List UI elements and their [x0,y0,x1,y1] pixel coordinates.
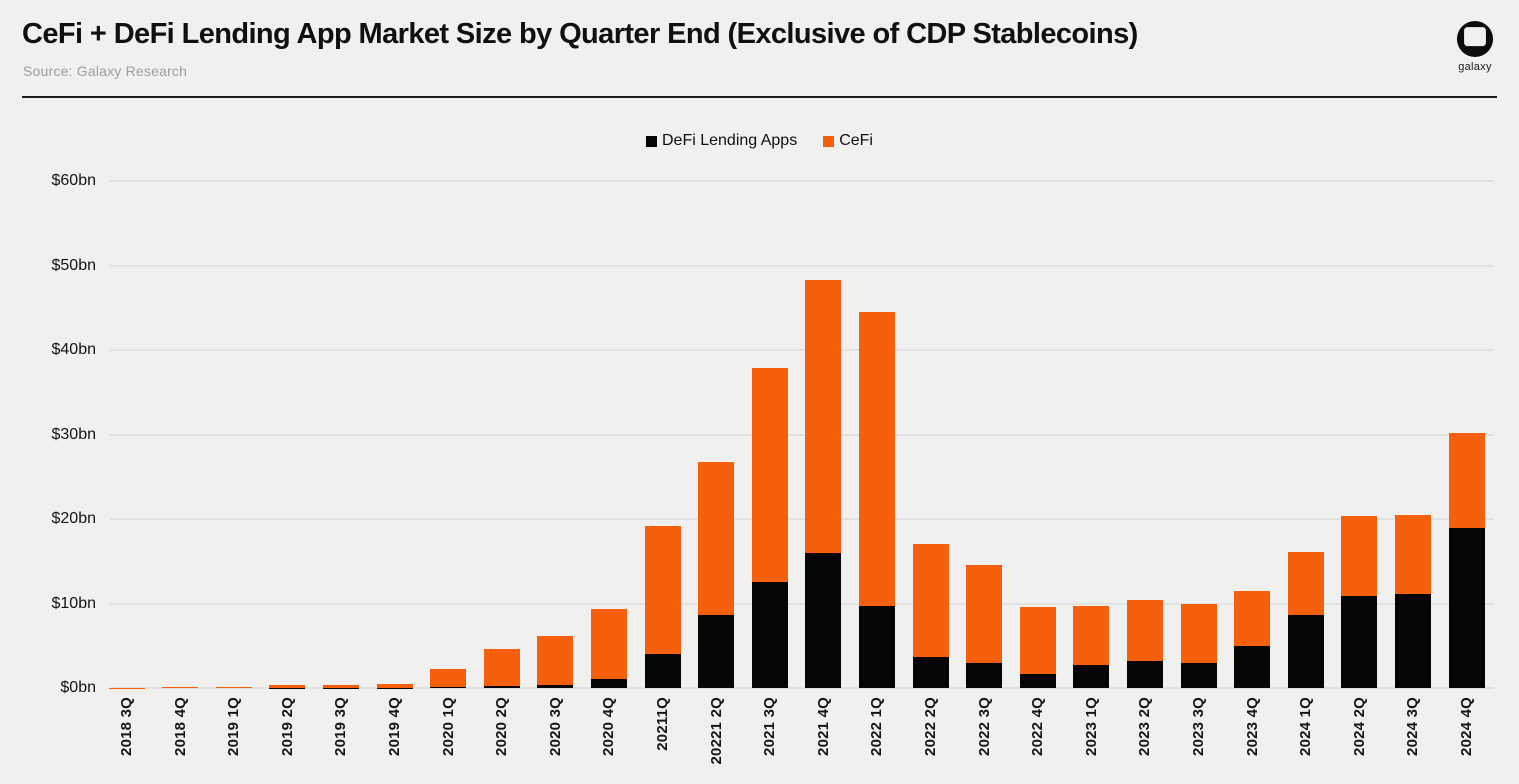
bar-segment-defi [1126,660,1163,688]
bar-segment-defi [537,685,574,688]
bar-segment-defi [966,662,1003,688]
bar-segment-defi [1394,594,1431,688]
x-axis-tick-label: 2021 3Q [761,697,779,756]
bar-segment-defi [698,615,735,688]
bar-segment-cefi [1287,551,1324,616]
x-axis-tick-label: 20221 2Q [707,697,725,765]
x-axis-tick-label: 2023 1Q [1082,697,1100,756]
x-axis-tick-label: 2022 2Q [922,697,939,756]
y-axis-tick-label: $30bn [51,425,97,443]
bar-segment-cefi [1234,590,1271,646]
bar-segment-cefi [590,608,627,679]
x-axis-tick-label: 2024 2Q [1350,697,1368,756]
bar-segment-defi [590,678,627,688]
legend-item-label: DeFi Lending Apps [662,132,798,149]
bar-segment-defi [1341,595,1378,688]
bar-segment-cefi [1394,514,1431,595]
x-axis-tick-label: 2018 4Q [171,697,189,756]
gridline [110,349,1494,351]
chart-legend: DeFi Lending Apps CeFi [0,132,1519,150]
gridline [110,264,1494,267]
bar-segment-cefi [1341,516,1378,596]
x-axis-tick-label: 2023 2Q [1136,697,1154,756]
bar-segment-cefi [215,686,252,688]
bar-segment-cefi [751,367,788,582]
bar-segment-cefi [1448,432,1485,529]
bar-segment-cefi [376,683,413,688]
bar-segment-defi [1448,528,1485,688]
y-axis-tick-label: $20bn [51,510,97,527]
source-caption: Source: Galaxy Research [23,63,188,79]
bar-segment-defi [912,656,949,688]
legend-item-defi: DeFi Lending Apps [646,132,797,150]
header-divider [22,96,1497,98]
gridline [110,518,1494,520]
x-axis-tick-label: 2022 4Q [1029,697,1047,756]
x-axis-tick-label: 2020 3Q [546,697,564,756]
bar-segment-defi [1287,615,1324,688]
bar-segment-cefi [1126,600,1163,661]
bar-segment-cefi [1019,606,1056,674]
x-axis-tick-label: 2020 4Q [600,697,618,756]
bar-segment-cefi [1180,603,1217,663]
bar-segment-defi [1180,662,1217,688]
gridline [110,602,1494,605]
x-axis-tick-label: 2019 3Q [332,697,350,756]
x-axis-tick-label: 2020 2Q [493,697,511,756]
x-axis-tick-label: 2023 4Q [1243,697,1261,756]
bar-segment-cefi [269,684,306,688]
x-axis-tick-label: 2024 3Q [1404,697,1422,756]
x-axis-tick-label: 2024 4Q [1458,697,1475,756]
bar-segment-cefi [966,565,1003,663]
x-axis-tick-label: 2019 1Q [225,697,243,756]
page-title: CeFi + DeFi Lending App Market Size by Q… [22,18,1138,50]
bar-segment-defi [751,581,788,688]
x-axis-tick-label: 20211Q [654,697,671,751]
bar-segment-cefi [912,544,949,657]
x-axis-tick-label: 2022 3Q [975,697,993,756]
bar-segment-defi [1234,645,1271,688]
cefi-legend-swatch-icon [823,135,835,147]
x-axis-tick-label: 2023 3Q [1190,697,1207,756]
galaxy-logo-label: galaxy [1458,61,1492,73]
bar-segment-cefi [698,462,735,616]
y-axis-tick-label: $60bn [51,172,97,189]
x-axis-tick-label: 2019 4Q [386,697,403,756]
bar-segment-cefi [430,668,467,688]
bar-segment-cefi [1073,606,1110,666]
bar-segment-cefi [162,686,199,688]
bar-segment-defi [1073,665,1110,688]
bar-segment-cefi [644,525,681,655]
y-axis-tick-label: $0bn [60,679,96,696]
legend-item-cefi: CeFi [823,132,873,150]
x-axis-tick-label: 2022 1Q [868,697,886,756]
x-axis-tick-label: 2021 4Q [814,697,832,756]
bar-segment-defi [430,687,467,688]
x-axis-tick-label: 2024 1Q [1297,697,1315,756]
bar-segment-defi [644,654,681,688]
y-axis-tick-label: $50bn [51,256,97,274]
bar-segment-defi [1019,673,1056,688]
gridline [110,433,1494,436]
bar-segment-cefi [537,636,574,686]
bar-segment-defi [858,606,895,688]
x-axis-tick-label: 2018 3Q [118,697,135,756]
legend-item-label: CeFi [839,132,873,149]
bar-segment-defi [483,685,520,688]
galaxy-logo-icon [1456,20,1494,58]
x-axis-tick-label: 2020 1Q [439,697,457,756]
bar-segment-cefi [805,279,842,553]
bar-segment-cefi [322,684,359,688]
gridline [110,180,1494,182]
defi-legend-swatch-icon [646,135,657,147]
bar-segment-cefi [858,311,895,607]
y-axis-tick-label: $40bn [51,341,97,358]
y-axis-tick-label: $10bn [51,594,97,612]
bar-segment-cefi [483,649,520,686]
x-axis-tick-label: 2019 2Q [278,697,296,756]
bar-segment-defi [805,552,842,688]
gridline [110,687,1494,689]
